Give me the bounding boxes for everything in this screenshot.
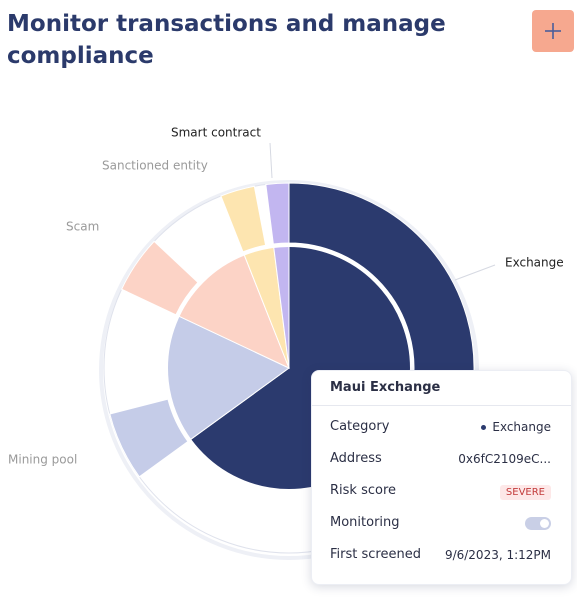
outer-segment [220,185,267,253]
inner-ring-edge [166,245,412,491]
plus-icon [545,23,561,39]
category-value: Exchange [492,420,551,434]
segment-label: Mining pool [8,453,77,467]
risk-badge: SEVERE [499,485,551,500]
row-label: Address [330,451,382,466]
page-title: Monitor transactions and manage complian… [7,11,446,69]
row-value: SEVERE [499,481,551,503]
row-label: Category [330,419,390,434]
outer-segment [120,240,199,316]
row-label: First screened [330,547,421,562]
row: Risk score SEVERE [330,481,551,501]
row-value: Exchange [481,417,551,437]
leader-line [454,264,496,281]
row: Monitoring [330,513,551,533]
segment-label: Smart contract [171,126,261,140]
card-title: Maui Exchange [330,380,441,395]
segment-label: Exchange [505,256,564,270]
monitoring-toggle[interactable] [525,517,551,530]
row-label: Monitoring [330,515,400,530]
row-value: 0x6fC2109eC... [458,452,551,466]
row: Category Exchange [330,417,551,437]
row-value: 9/6/2023, 1:12PM [444,548,551,562]
row-label: Risk score [330,483,397,498]
outer-segment [265,182,290,245]
segment-label: Scam [66,220,99,234]
row: Address 0x6fC2109eC... [330,449,551,469]
segment-label: Sanctioned entity [102,159,208,173]
add-button[interactable] [532,10,574,52]
row: First screened 9/6/2023, 1:12PM [330,545,551,565]
divider [312,405,571,406]
category-dot [481,425,487,430]
outer-segment [109,398,189,478]
leader-line [269,142,273,179]
detail-card: Maui Exchange Category Exchange Address … [311,370,572,585]
